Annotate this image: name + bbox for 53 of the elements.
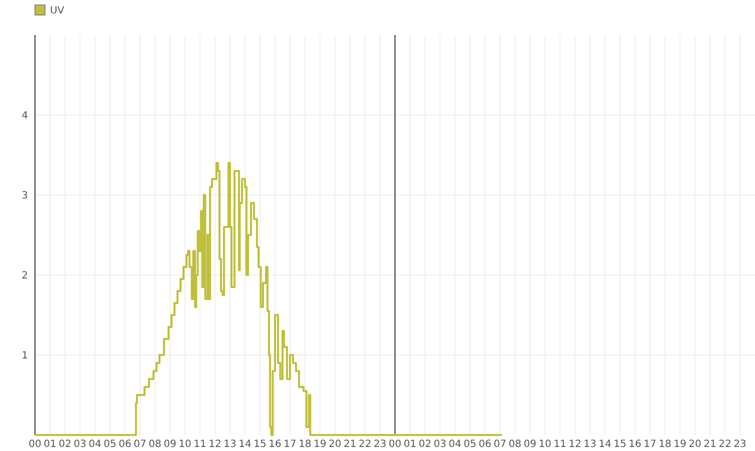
x-tick-label: 18	[658, 439, 672, 450]
x-tick-label: 18	[298, 439, 312, 450]
x-tick-label: 06	[478, 439, 492, 450]
y-tick-label: 2	[22, 270, 28, 282]
x-tick-label: 08	[148, 439, 162, 450]
y-tick-label: 4	[22, 110, 28, 122]
x-tick-label: 04	[448, 439, 462, 450]
x-tick-label: 16	[628, 439, 642, 450]
x-tick-label: 13	[584, 439, 596, 450]
x-tick-label: 05	[104, 439, 116, 450]
x-tick-label: 02	[418, 439, 432, 450]
x-tick-label: 11	[554, 439, 566, 450]
x-tick-label: 15	[614, 439, 626, 450]
x-tick-label: 09	[524, 439, 536, 450]
x-tick-label: 14	[598, 439, 612, 450]
x-tick-label: 17	[644, 439, 656, 450]
x-tick-label: 22	[718, 439, 732, 450]
x-tick-label: 19	[314, 439, 326, 450]
x-tick-label: 00	[28, 439, 42, 450]
x-tick-label: 21	[344, 439, 356, 450]
x-tick-label: 15	[254, 439, 266, 450]
x-tick-label: 12	[208, 439, 222, 450]
x-tick-label: 07	[494, 439, 506, 450]
x-tick-label: 06	[118, 439, 132, 450]
x-tick-label: 08	[508, 439, 522, 450]
x-tick-label: 04	[88, 439, 102, 450]
x-tick-label: 02	[58, 439, 72, 450]
x-tick-label: 05	[464, 439, 476, 450]
x-tick-label: 00	[388, 439, 402, 450]
x-tick-label: 10	[538, 439, 552, 450]
x-tick-label: 11	[194, 439, 206, 450]
x-tick-label: 21	[704, 439, 716, 450]
x-tick-label: 17	[284, 439, 296, 450]
x-tick-label: 16	[268, 439, 282, 450]
x-tick-label: 09	[164, 439, 176, 450]
x-tick-label: 13	[224, 439, 236, 450]
x-tick-label: 12	[568, 439, 582, 450]
x-tick-label: 19	[674, 439, 686, 450]
x-tick-label: 23	[374, 439, 386, 450]
x-tick-label: 03	[434, 439, 446, 450]
x-tick-label: 03	[74, 439, 86, 450]
x-tick-label: 22	[358, 439, 372, 450]
legend-label: UV	[50, 6, 64, 16]
x-tick-label: 20	[328, 439, 342, 450]
x-tick-label: 23	[734, 439, 746, 450]
x-tick-label: 01	[44, 439, 56, 450]
y-tick-label: 3	[22, 190, 28, 202]
x-tick-label: 01	[404, 439, 416, 450]
x-tick-label: 20	[688, 439, 702, 450]
x-tick-label: 10	[178, 439, 192, 450]
x-tick-label: 07	[134, 439, 146, 450]
y-tick-label: 1	[22, 350, 28, 362]
x-tick-label: 14	[238, 439, 252, 450]
